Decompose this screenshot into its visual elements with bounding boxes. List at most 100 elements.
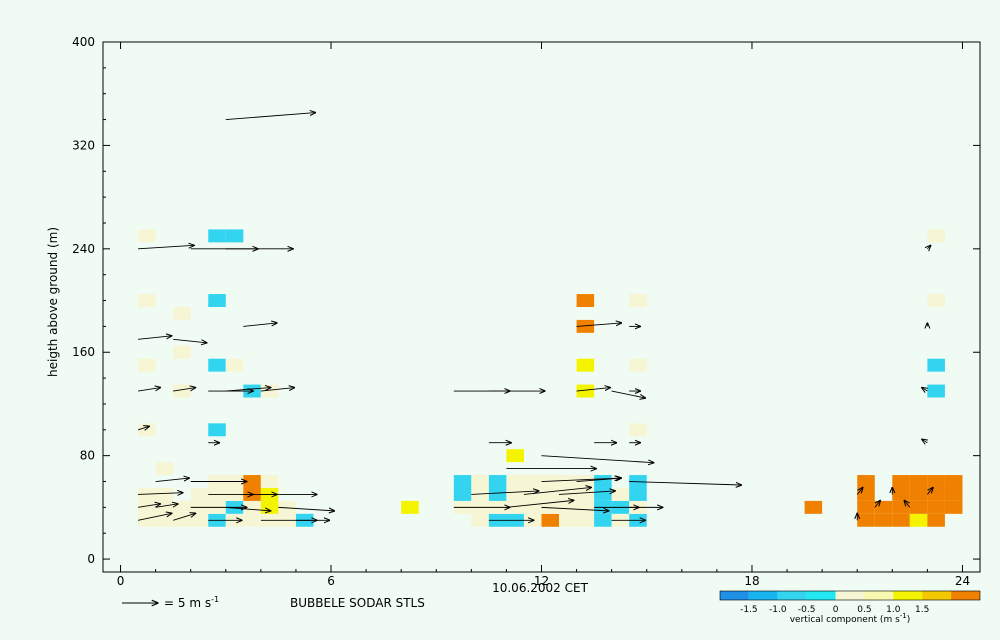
heatmap-cell <box>225 358 244 372</box>
wind-vector <box>904 500 911 508</box>
heatmap-cell <box>208 358 226 372</box>
heatmap-cell <box>173 345 191 359</box>
heatmap-cell <box>173 513 191 527</box>
wind-vector <box>225 113 316 121</box>
wind-vector <box>173 338 207 343</box>
colorbar-tick-label: -1.0 <box>769 605 787 615</box>
heatmap-cell <box>190 487 209 501</box>
wind-vector <box>523 487 591 495</box>
wind-vector <box>173 388 195 392</box>
heatmap-cell <box>611 487 630 501</box>
heatmap-cell <box>857 475 875 488</box>
colorbar-tick-label: -0.5 <box>798 605 816 615</box>
heatmap-cell <box>804 500 823 514</box>
heatmap-cell <box>594 475 612 488</box>
heatmap-cell <box>857 487 875 501</box>
y-tick-label: 320 <box>72 138 95 152</box>
heatmap-cell <box>541 513 560 527</box>
heatmap-cell <box>541 487 560 501</box>
wind-vector <box>138 336 172 340</box>
heatmap-cell <box>576 513 595 527</box>
colorbar-swatch <box>777 591 807 600</box>
heatmap-cell <box>909 500 928 514</box>
heatmap-cell <box>208 294 226 307</box>
heatmap-cell <box>506 449 524 463</box>
wind-vector <box>927 487 933 495</box>
colorbar-tick-label: 0.5 <box>857 605 871 615</box>
y-axis-ticks: 0 80 160 240 320 400 <box>72 35 980 566</box>
wind-vector <box>506 500 573 508</box>
wind-vector <box>138 388 160 392</box>
heatmap-cell <box>629 358 647 372</box>
y-tick-label: 0 <box>87 552 95 566</box>
colorbar: -1.5 -1.0 -0.5 0 0.5 1.0 1.5 <box>719 590 981 615</box>
heatmap-cell <box>559 513 577 527</box>
colorbar-swatch <box>748 591 778 600</box>
heatmap-cell <box>576 475 595 488</box>
heatmap-cell <box>488 487 507 501</box>
heatmap-cell <box>243 500 261 514</box>
wind-vector <box>138 504 160 508</box>
colorbar-swatch <box>806 591 836 600</box>
heatmap-cell <box>944 475 963 488</box>
heatmap-cell <box>138 358 156 372</box>
heatmap-cell <box>874 513 893 527</box>
x-tick-label: 24 <box>955 574 970 588</box>
colorbar-swatch <box>951 591 980 600</box>
colorbar-tick-label: 1.0 <box>886 605 901 615</box>
x-axis-label: 10.06.2002 CET <box>492 581 588 595</box>
heatmap-cell <box>576 319 595 333</box>
y-tick-label: 160 <box>72 345 95 359</box>
colorbar-swatch <box>835 591 865 600</box>
heatmap-cell <box>927 358 945 372</box>
heatmap-cell <box>927 294 945 307</box>
heatmap-cell <box>155 487 174 501</box>
heatmap-cell <box>892 513 910 527</box>
heatmap-cell <box>594 487 612 501</box>
wind-vector <box>137 426 149 430</box>
heatmap-cell <box>559 500 577 514</box>
heatmap-cell <box>506 475 524 488</box>
heatmap-cell <box>892 475 910 488</box>
heatmap-cells <box>138 229 963 527</box>
heatmap-cell <box>909 513 928 527</box>
heatmap-cell <box>506 500 524 514</box>
wind-vector <box>225 506 271 511</box>
heatmap-cell <box>576 487 595 501</box>
wind-vector <box>471 491 538 495</box>
x-tick-label: 12 <box>534 574 549 588</box>
wind-vector <box>629 481 741 486</box>
heatmap-cell <box>576 500 595 514</box>
wind-vector <box>155 478 190 482</box>
heatmap-cell <box>173 384 191 398</box>
heatmap-cell <box>138 423 156 437</box>
colorbar-tick-label: 1.5 <box>915 605 929 615</box>
wind-vector <box>576 388 611 392</box>
heatmap-cell <box>629 487 647 501</box>
colorbar-tick-label: 0 <box>833 605 839 615</box>
heatmap-cell <box>559 475 577 488</box>
heatmap-cell <box>944 487 963 501</box>
wind-vector <box>874 500 881 508</box>
heatmap-cell <box>506 487 524 501</box>
colorbar-title: vertical component (m s-1) <box>790 612 911 625</box>
heatmap-cell <box>260 500 279 514</box>
heatmap-cell <box>471 487 489 501</box>
wind-vector <box>260 388 295 392</box>
heatmap-cell <box>927 487 945 501</box>
heatmap-cell <box>173 500 191 514</box>
heatmap-cell <box>576 384 595 398</box>
x-tick-label: 18 <box>744 574 759 588</box>
wind-vector <box>243 323 277 327</box>
heatmap-cell <box>523 475 542 488</box>
caption: BUBBELE SODAR STLS <box>290 596 425 610</box>
heatmap-cell <box>453 487 472 501</box>
heatmap-cell <box>243 513 261 527</box>
heatmap-cell <box>629 423 647 437</box>
colorbar-swatch <box>864 591 894 600</box>
wind-vector <box>541 455 654 463</box>
heatmap-cell <box>927 475 945 488</box>
y-tick-label: 400 <box>72 35 95 49</box>
heatmap-cell <box>857 513 875 527</box>
heatmap-cell <box>857 500 875 514</box>
